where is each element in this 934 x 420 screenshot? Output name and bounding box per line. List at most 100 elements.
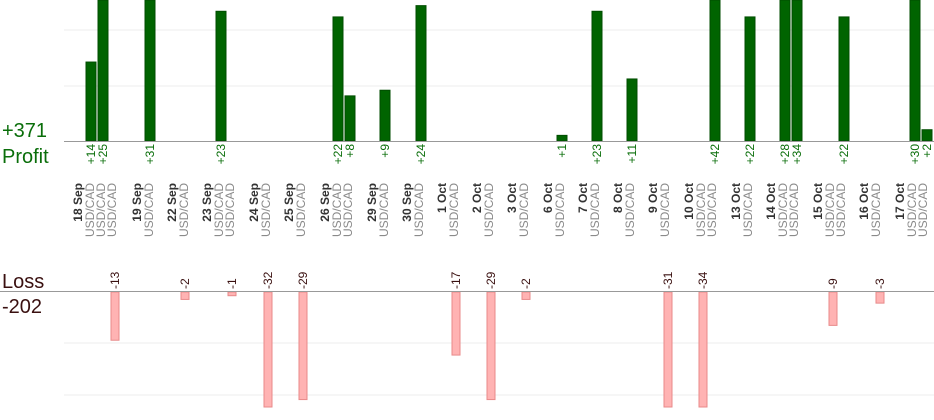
symbol-label: USD/CAD [83, 183, 97, 237]
profit-bar [415, 5, 427, 142]
symbol-label: USD/CAD [705, 183, 719, 237]
date-label: 26 Sep [318, 183, 332, 222]
symbol-label: USD/CAD [447, 183, 461, 237]
date-label: 10 Oct [682, 183, 696, 220]
date-label: 17 Oct [893, 183, 907, 220]
symbol-label: USD/CAD [905, 183, 919, 237]
loss-value-label: -3 [873, 278, 887, 289]
symbol-label: USD/CAD [776, 183, 790, 237]
profit-value-label: +9 [378, 144, 392, 158]
date-label: 30 Sep [400, 183, 414, 222]
profit-bar [838, 16, 850, 142]
profit-value-label: +24 [414, 144, 428, 165]
date-label: 22 Sep [165, 183, 179, 222]
date-label: 3 Oct [505, 183, 519, 213]
profit-bar [97, 0, 109, 142]
loss-bar [875, 291, 885, 304]
profit-bar [921, 129, 933, 142]
symbol-label: USD/CAD [341, 183, 355, 237]
symbol-label: USD/CAD [869, 183, 883, 237]
profit-value-label: +34 [790, 144, 804, 165]
symbol-label: USD/CAD [694, 183, 708, 237]
date-label: 15 Oct [811, 183, 825, 220]
profit-label: Profit [2, 146, 49, 168]
symbol-label: USD/CAD [588, 183, 602, 237]
loss-bar [828, 291, 838, 326]
loss-value-label: -34 [696, 271, 710, 289]
profit-bar [909, 0, 921, 142]
symbol-label: USD/CAD [412, 183, 426, 237]
date-label: 1 Oct [435, 183, 449, 213]
profit-bar [332, 16, 344, 142]
profit-bar [215, 10, 227, 142]
loss-bar [227, 291, 237, 297]
profit-value-label: +31 [143, 144, 157, 165]
symbol-label: USD/CAD [177, 183, 191, 237]
profit-bar [591, 10, 603, 142]
symbol-label: USD/CAD [94, 183, 108, 237]
gridlines [64, 29, 934, 396]
profit-value-label: +22 [743, 144, 757, 165]
date-label: 13 Oct [729, 183, 743, 220]
date-label: 9 Oct [646, 183, 660, 213]
loss-bar [180, 291, 190, 300]
loss-value-label: -2 [178, 278, 192, 289]
profit-value-label: +22 [331, 144, 345, 165]
profit-bar [744, 16, 756, 142]
date-label: 7 Oct [576, 183, 590, 213]
symbol-label: USD/CAD [658, 183, 672, 237]
date-label: 6 Oct [541, 183, 555, 213]
profit-value-label: +11 [625, 144, 639, 164]
loss-label: Loss [2, 271, 44, 293]
profit-value-label: +14 [84, 144, 98, 165]
profit-bar [709, 0, 721, 142]
profit-bar [144, 0, 156, 142]
loss-value-label: -29 [296, 271, 310, 289]
loss-value-label: -1 [225, 278, 239, 289]
symbol-label: USD/CAD [741, 183, 755, 237]
symbol-label: USD/CAD [623, 183, 637, 237]
profit-bar [779, 0, 791, 142]
loss-bar [451, 291, 461, 356]
symbol-label: USD/CAD [482, 183, 496, 237]
profit-value-label: +42 [708, 144, 722, 165]
profit-bars [85, 0, 933, 142]
date-label: 18 Sep [71, 183, 85, 222]
date-label: 8 Oct [611, 183, 625, 213]
loss-value-label: -31 [661, 271, 675, 289]
loss-bar [663, 291, 673, 408]
symbol-label: USD/CAD [916, 183, 930, 237]
date-label: 19 Sep [130, 183, 144, 222]
profit-value-label: +8 [343, 144, 357, 158]
loss-value-label: -29 [484, 271, 498, 289]
profit-value-label: +2 [920, 144, 934, 158]
symbol-label: USD/CAD [834, 183, 848, 237]
profit-bar [791, 0, 803, 142]
loss-bar [263, 291, 273, 408]
symbol-label: USD/CAD [330, 183, 344, 237]
symbol-label: USD/CAD [212, 183, 226, 237]
date-label: 2 Oct [470, 183, 484, 213]
date-label: 16 Oct [857, 183, 871, 220]
symbol-label: USD/CAD [553, 183, 567, 237]
symbol-label: USD/CAD [294, 183, 308, 237]
symbol-label: USD/CAD [142, 183, 156, 237]
profit-value-label: +23 [590, 144, 604, 165]
symbol-label: USD/CAD [823, 183, 837, 237]
loss-bar [521, 291, 531, 300]
loss-total: -202 [2, 296, 42, 318]
date-label: 24 Sep [247, 183, 261, 222]
profit-bar [556, 134, 568, 142]
profit-value-label: +25 [96, 144, 110, 165]
symbol-label: USD/CAD [377, 183, 391, 237]
loss-value-label: -9 [826, 278, 840, 289]
profit-value-label: +22 [837, 144, 851, 165]
profit-value-label: +23 [214, 144, 228, 165]
profit-value-label: +30 [908, 144, 922, 165]
profit-bar [379, 89, 391, 142]
profit-value-label: +28 [778, 144, 792, 165]
loss-bar [486, 291, 496, 401]
loss-bar [298, 291, 308, 401]
symbol-label: USD/CAD [787, 183, 801, 237]
